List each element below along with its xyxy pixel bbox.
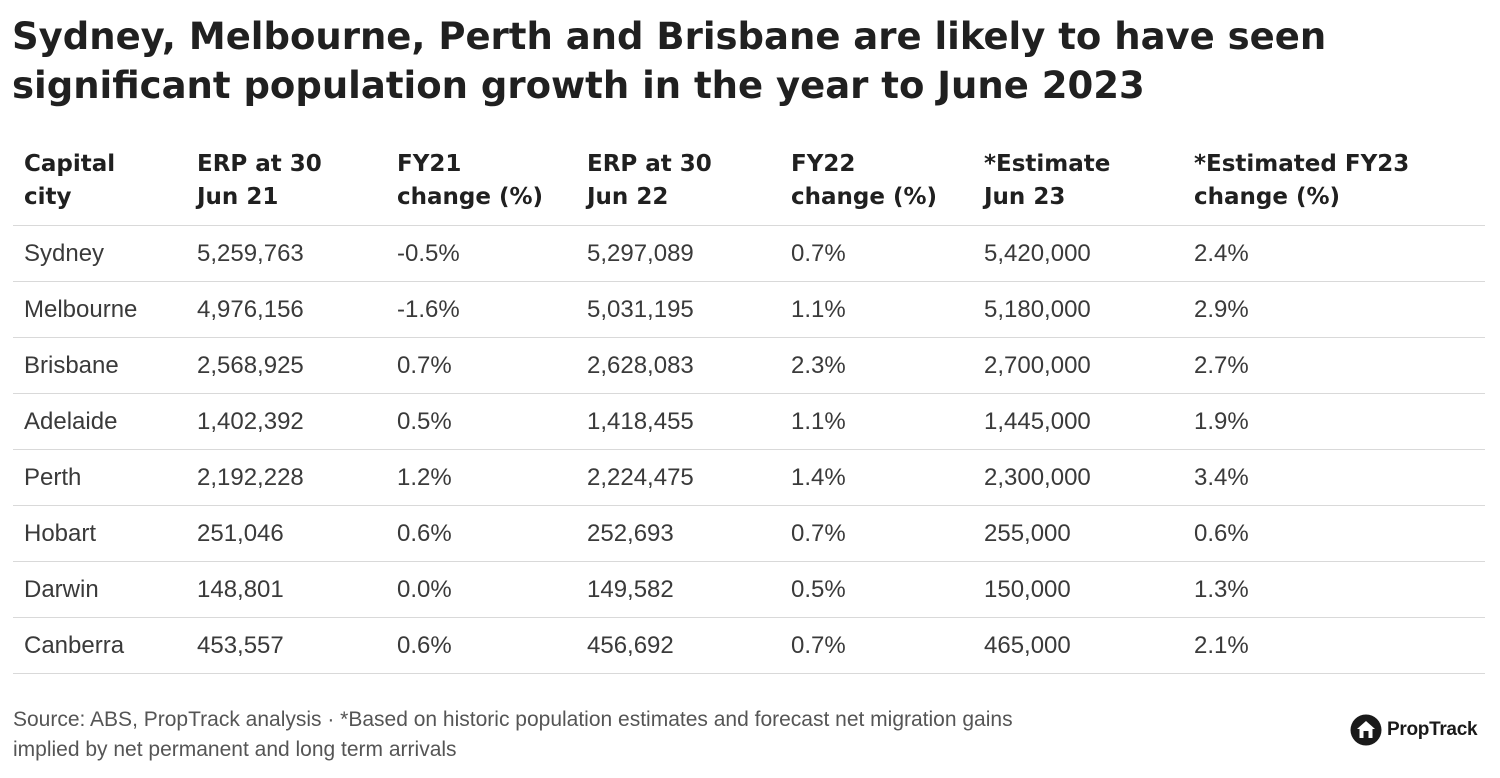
table-cell: 5,031,195: [576, 281, 780, 338]
city-cell: Canberra: [13, 617, 186, 674]
table-row: Brisbane 2,568,925 0.7% 2,628,083 2.3% 2,700,…: [13, 337, 1485, 394]
header-line: FY21: [397, 151, 462, 177]
header-line: Capital: [24, 151, 116, 177]
table-cell: 5,259,763: [186, 225, 386, 282]
table-cell: 2,192,228: [186, 449, 386, 506]
header-line: *Estimated FY23: [1194, 151, 1410, 177]
table-cell: 1.4%: [780, 449, 973, 506]
header-line: *Estimate: [984, 151, 1111, 177]
header-line: change (%): [791, 184, 938, 210]
header-line: city: [24, 184, 72, 210]
table-cell: 5,297,089: [576, 225, 780, 282]
table-cell: 148,801: [186, 561, 386, 618]
proptrack-logo: PropTrack: [1350, 713, 1478, 747]
col-header-fy21-change: FY21 change (%): [386, 142, 576, 226]
table-row: Perth 2,192,228 1.2% 2,224,475 1.4% 2,300,000…: [13, 449, 1485, 506]
table-cell: 5,420,000: [973, 225, 1183, 282]
col-header-erp-jun22: ERP at 30 Jun 22: [576, 142, 780, 226]
source-note: Source: ABS, PropTrack analysis · *Based…: [13, 705, 1303, 765]
table-cell: 0.6%: [1183, 505, 1485, 562]
table-cell: 3.4%: [1183, 449, 1485, 506]
table-cell: 2.9%: [1183, 281, 1485, 338]
table-row: Adelaide 1,402,392 0.5% 1,418,455 1.1% 1,445,…: [13, 393, 1485, 450]
header-line: ERP at 30: [197, 151, 322, 177]
header-line: Jun 21: [197, 184, 279, 210]
table-cell: 0.6%: [386, 617, 576, 674]
table-cell: 1.1%: [780, 393, 973, 450]
table-row: Sydney 5,259,763 -0.5% 5,297,089 0.7% 5,420,0…: [13, 225, 1485, 282]
table-cell: 1.3%: [1183, 561, 1485, 618]
table-cell: 252,693: [576, 505, 780, 562]
title-line-1: Sydney, Melbourne, Perth and Brisbane ar…: [12, 15, 1327, 58]
table-row: Canberra 453,557 0.6% 456,692 0.7% 465,000 2.1…: [13, 617, 1485, 674]
table-row: Melbourne 4,976,156 -1.6% 5,031,195 1.1% 5,18…: [13, 281, 1485, 338]
table-cell: 1,418,455: [576, 393, 780, 450]
city-cell: Sydney: [13, 225, 186, 282]
table-cell: 1,402,392: [186, 393, 386, 450]
table-cell: 2,628,083: [576, 337, 780, 394]
table-cell: 0.5%: [386, 393, 576, 450]
table-cell: 2,700,000: [973, 337, 1183, 394]
source-line-2: implied by net permanent and long term a…: [13, 738, 457, 761]
header-line: FY22: [791, 151, 856, 177]
table-cell: 2,300,000: [973, 449, 1183, 506]
city-cell: Melbourne: [13, 281, 186, 338]
col-header-capital-city: Capital city: [13, 142, 186, 226]
table-cell: 1.9%: [1183, 393, 1485, 450]
header-line: change (%): [1194, 184, 1341, 210]
table-cell: 150,000: [973, 561, 1183, 618]
table-cell: 456,692: [576, 617, 780, 674]
table-cell: 2,568,925: [186, 337, 386, 394]
table-cell: 453,557: [186, 617, 386, 674]
population-table: Capital city ERP at 30 Jun 21 FY21 chang…: [13, 142, 1485, 674]
table-cell: 149,582: [576, 561, 780, 618]
city-cell: Perth: [13, 449, 186, 506]
title-line-2: significant population growth in the yea…: [12, 64, 1145, 107]
col-header-fy22-change: FY22 change (%): [780, 142, 973, 226]
table-cell: 0.5%: [780, 561, 973, 618]
city-cell: Hobart: [13, 505, 186, 562]
table-cell: 465,000: [973, 617, 1183, 674]
table-cell: 0.7%: [780, 617, 973, 674]
city-cell: Brisbane: [13, 337, 186, 394]
table-cell: 2.7%: [1183, 337, 1485, 394]
table-cell: 0.7%: [386, 337, 576, 394]
header-line: ERP at 30: [587, 151, 712, 177]
page-title: Sydney, Melbourne, Perth and Brisbane ar…: [12, 12, 1482, 110]
table-header: Capital city ERP at 30 Jun 21 FY21 chang…: [13, 142, 1485, 226]
brand-name: PropTrack: [1387, 719, 1478, 740]
city-cell: Adelaide: [13, 393, 186, 450]
table-cell: 251,046: [186, 505, 386, 562]
table-cell: 2.1%: [1183, 617, 1485, 674]
col-header-fy23-change: *Estimated FY23 change (%): [1183, 142, 1485, 226]
table-cell: 5,180,000: [973, 281, 1183, 338]
house-logo-icon: [1350, 714, 1382, 746]
table-cell: -1.6%: [386, 281, 576, 338]
city-cell: Darwin: [13, 561, 186, 618]
header-line: change (%): [397, 184, 544, 210]
table-cell: -0.5%: [386, 225, 576, 282]
header-line: Jun 22: [587, 184, 669, 210]
table-cell: 1,445,000: [973, 393, 1183, 450]
header-row: Capital city ERP at 30 Jun 21 FY21 chang…: [13, 142, 1485, 226]
table-cell: 0.6%: [386, 505, 576, 562]
table-cell: 0.0%: [386, 561, 576, 618]
table-cell: 4,976,156: [186, 281, 386, 338]
source-line-1: Source: ABS, PropTrack analysis · *Based…: [13, 708, 1013, 731]
table-cell: 1.1%: [780, 281, 973, 338]
table-cell: 2,224,475: [576, 449, 780, 506]
table-cell: 1.2%: [386, 449, 576, 506]
header-line: Jun 23: [984, 184, 1066, 210]
col-header-estimate-jun23: *Estimate Jun 23: [973, 142, 1183, 226]
table-row: Hobart 251,046 0.6% 252,693 0.7% 255,000 0.6%: [13, 505, 1485, 562]
col-header-erp-jun21: ERP at 30 Jun 21: [186, 142, 386, 226]
table-body: Sydney 5,259,763 -0.5% 5,297,089 0.7% 5,420,0…: [13, 225, 1485, 674]
table-cell: 2.4%: [1183, 225, 1485, 282]
table-cell: 255,000: [973, 505, 1183, 562]
table-cell: 0.7%: [780, 505, 973, 562]
table-cell: 0.7%: [780, 225, 973, 282]
table-row: Darwin 148,801 0.0% 149,582 0.5% 150,000 1.3%: [13, 561, 1485, 618]
table-cell: 2.3%: [780, 337, 973, 394]
